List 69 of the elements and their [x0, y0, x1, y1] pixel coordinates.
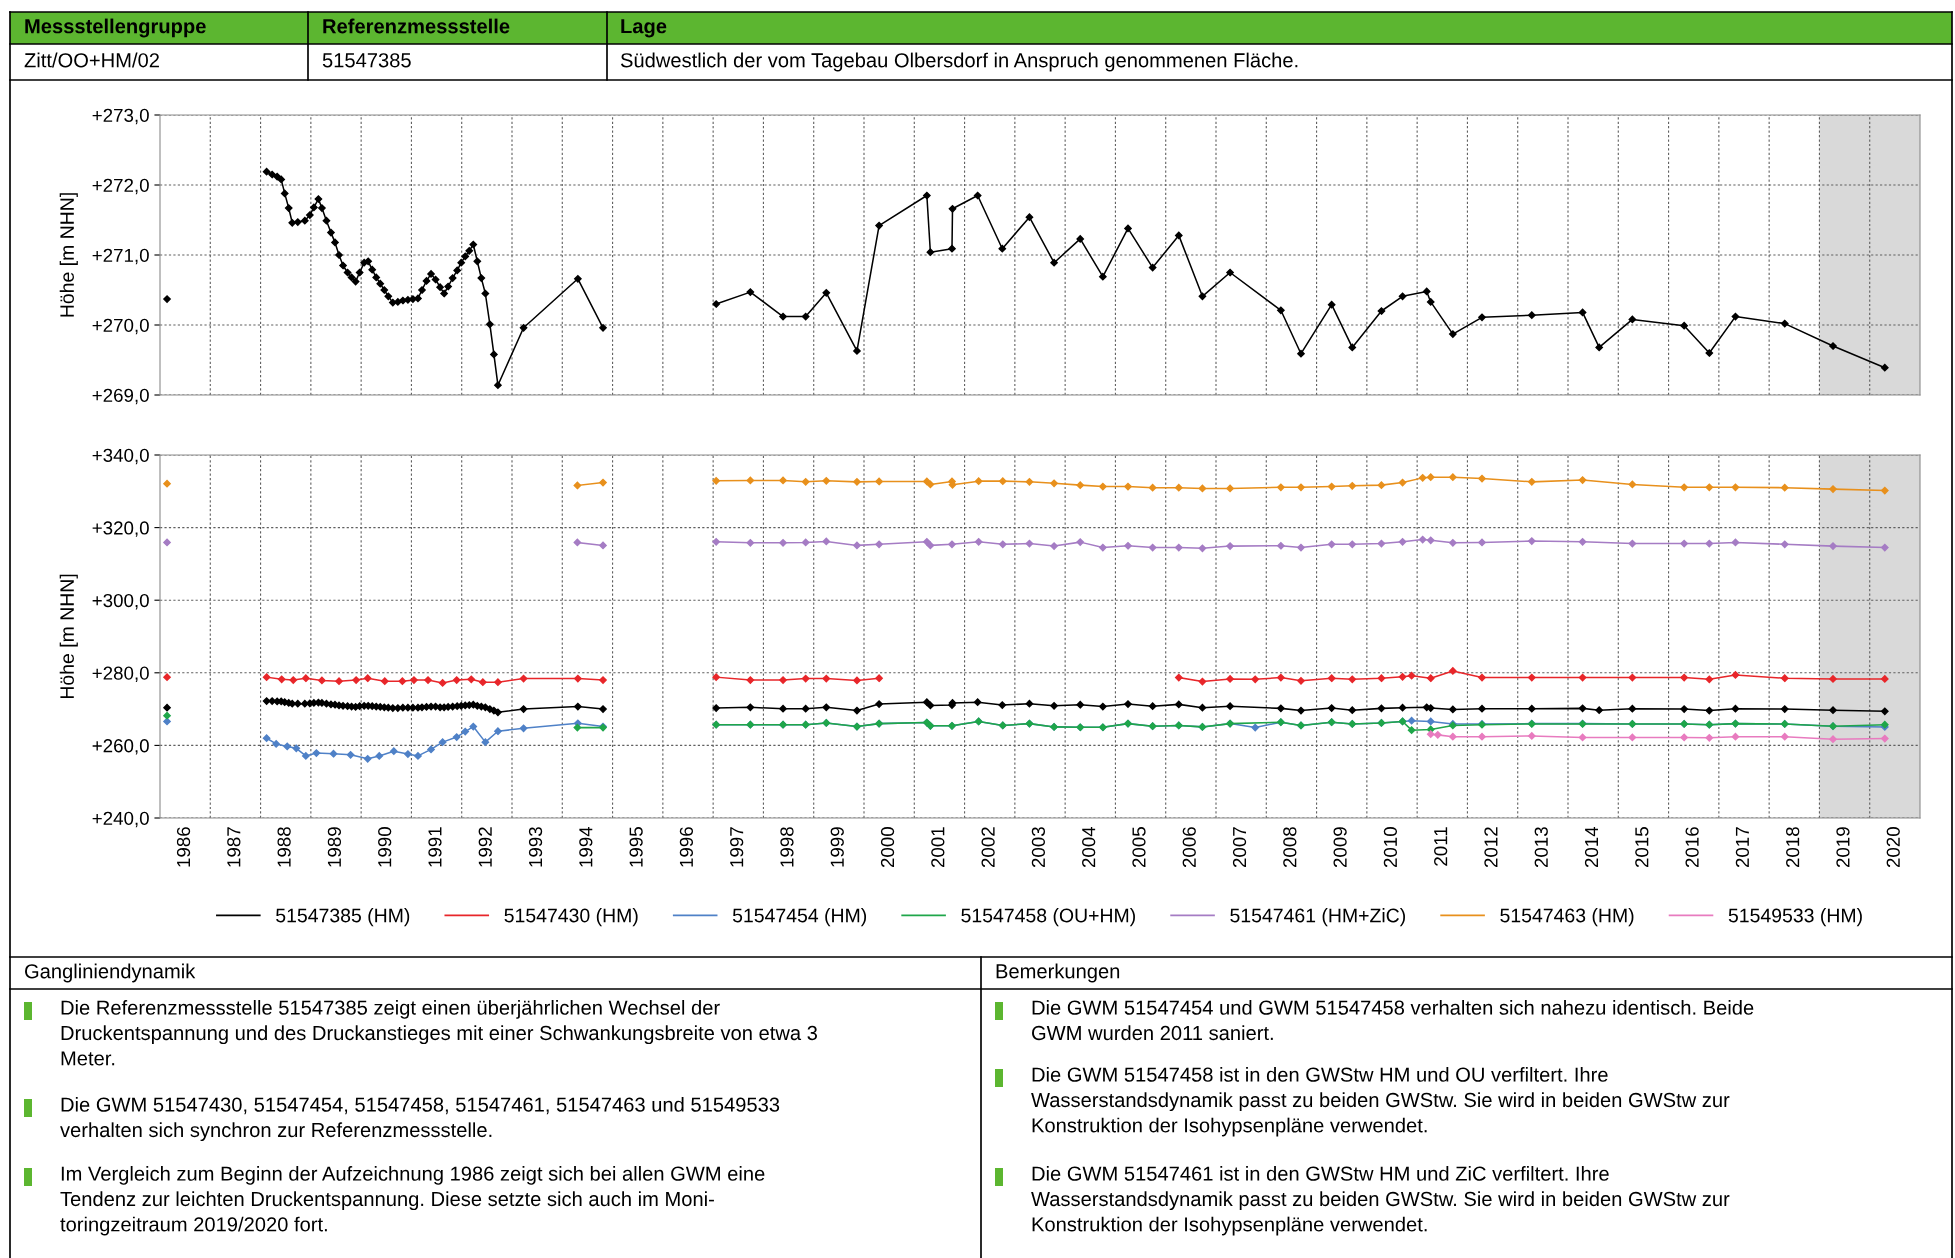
text: Die Referenzmessstelle 51547385 zeigt einen überjährlichen Wechsel der Druckentspannung und des Druckanstieges mit einer Schwankungsbreite von etwa 3 Meter.	[61, 1000, 817, 1066]
x-tick-label: 2018	[1786, 827, 1800, 868]
x-tick-label: 2017	[1735, 827, 1750, 868]
x-tick-label: 1994	[579, 826, 593, 867]
x-tick-label: 2000	[880, 827, 895, 868]
y-tick-label: +273,0	[92, 108, 149, 125]
text: 51547385	[322, 53, 411, 68]
legend-label: 51547385 (HM)	[276, 908, 410, 927]
x-tick-label: 2010	[1383, 827, 1398, 868]
x-tick-label: 2012	[1484, 827, 1498, 868]
x-tick-label: 2020	[1886, 827, 1900, 868]
y-tick-label: +300,0	[92, 593, 149, 610]
legend-label: 51547461 (HM+ZiC)	[1230, 908, 1405, 927]
y-tick-label: +340,0	[92, 448, 149, 465]
legend-label: 51549533 (HM)	[1728, 908, 1862, 927]
x-tick-label: 2016	[1685, 827, 1699, 868]
y-tick-label: +272,0	[92, 178, 149, 195]
x-tick-label: 2003	[1031, 827, 1046, 868]
x-tick-label: 1999	[830, 827, 844, 867]
x-tick-label: 2015	[1635, 827, 1649, 868]
text: Südwestlich der vom Tagebau Olbersdorf in Anspruch genommenen Fläche.	[620, 52, 1298, 72]
x-tick-label: 1995	[629, 827, 643, 867]
y-tick-label: +320,0	[92, 521, 149, 537]
y-tick-label: +271,0	[92, 248, 149, 265]
x-tick-label: 1987	[227, 827, 241, 867]
x-tick-label: 1997	[730, 827, 744, 867]
text: Messstellengruppe	[25, 18, 206, 38]
x-tick-label: 2019	[1836, 827, 1850, 868]
y-axis-title: Höhe [m NHN]	[59, 193, 78, 317]
x-tick-label: 2001	[931, 827, 945, 868]
text: Bemerkungen	[996, 963, 1120, 983]
x-tick-label: 2007	[1232, 827, 1247, 868]
x-tick-label: 1996	[679, 827, 694, 867]
x-tick-label: 2009	[1333, 827, 1347, 868]
text: Lage	[621, 19, 667, 38]
legend-label: 51547463 (HM)	[1500, 908, 1634, 927]
x-tick-label: 2004	[1082, 826, 1096, 868]
x-tick-label: 1989	[327, 827, 342, 867]
x-tick-label: 1988	[277, 827, 291, 867]
text: Die GWM 51547454 und GWM 51547458 verhalten sich nahezu identisch. Beide GWM wurden 2011 saniert.	[1032, 1000, 1754, 1041]
text: Zitt/OO+HM/02	[24, 52, 159, 68]
y-tick-label: +240,0	[92, 811, 149, 828]
x-tick-label: 1998	[780, 827, 794, 867]
legend-label: 51547430 (HM)	[504, 908, 638, 927]
text: Die GWM 51547461 ist in den GWStw HM und ZiC verfiltert. Ihre Wasserstandsdynamik passt zu beiden GWStw. Sie wird in beiden GWStw zur Konstruktion der Isohypsenpläne verwendet.	[1031, 1166, 1730, 1236]
y-tick-label: +270,0	[92, 318, 149, 335]
x-tick-label: 2005	[1132, 827, 1146, 868]
x-tick-label: 2014	[1584, 826, 1599, 868]
legend-label: 51547458 (OU+HM)	[961, 908, 1135, 927]
x-tick-label: 1991	[428, 827, 442, 867]
text: Die GWM 51547430, 51547454, 51547458, 51547461, 51547463 und 51549533 verhalten sich synchron zur Referenzmessstelle.	[60, 1097, 780, 1142]
x-tick-label: 2006	[1182, 827, 1196, 868]
x-tick-label: 2011	[1434, 827, 1448, 866]
legend-label: 51547454 (HM)	[732, 908, 867, 927]
x-tick-label: 1992	[478, 827, 492, 867]
x-tick-label: 1993	[528, 827, 543, 867]
y-tick-label: +269,0	[92, 388, 149, 405]
x-tick-label: 1986	[176, 827, 191, 867]
x-tick-label: 2008	[1283, 827, 1297, 868]
text: Referenzmessstelle	[323, 18, 510, 34]
text: Im Vergleich zum Beginn der Aufzeichnung 1986 zeigt sich bei allen GWM eine Tendenz zur leichten Druckentspannung. Diese setzte sich auch im Moni- toringzeitraum 2019/2020 fort.	[60, 1166, 765, 1236]
y-tick-label: +280,0	[92, 666, 149, 682]
text: Gangliniendynamik	[25, 963, 196, 983]
y-tick-label: +260,0	[92, 739, 149, 755]
text: Die GWM 51547458 ist in den GWStw HM und OU verfiltert. Ihre Wasserstandsdynamik passt zu beiden GWStw. Sie wird in beiden GWStw zur Konstruktion der Isohypsenpläne verwendet.	[1031, 1067, 1730, 1137]
y-axis-title: Höhe [m NHN]	[59, 574, 78, 699]
x-tick-label: 1990	[378, 827, 392, 867]
x-tick-label: 2002	[981, 827, 995, 868]
x-tick-label: 2013	[1534, 827, 1548, 868]
